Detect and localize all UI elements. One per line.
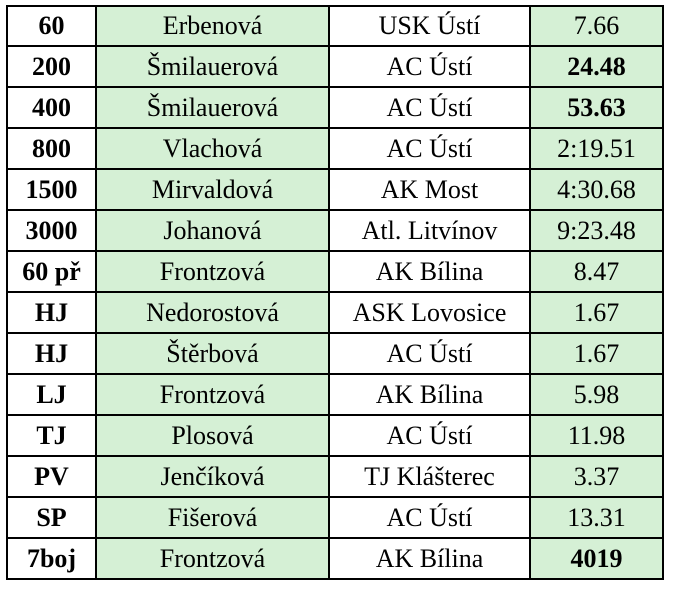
table-row: PV Jenčíková TJ Klášterec 3.37 [6,455,664,498]
event-cell: TJ [6,414,97,457]
result-cell: 1.67 [529,332,664,375]
result-cell: 11.98 [529,414,664,457]
result-cell: 4:30.68 [529,168,664,211]
athlete-cell: Erbenová [95,5,330,47]
table-row: HJ Nedorostová ASK Lovosice 1.67 [6,291,664,334]
result-cell: 8.47 [529,250,664,293]
club-cell: AC Ústí [328,496,531,539]
table-row: 800 Vlachová AC Ústí 2:19.51 [6,127,664,170]
event-cell: 60 [6,5,97,47]
athlete-cell: Fišerová [95,496,330,539]
athlete-cell: Frontzová [95,537,330,580]
event-cell: 400 [6,86,97,129]
event-cell: 200 [6,45,97,88]
result-cell: 1.67 [529,291,664,334]
athlete-cell: Frontzová [95,250,330,293]
table-row: SP Fišerová AC Ústí 13.31 [6,496,664,539]
club-cell: AC Ústí [328,414,531,457]
table-row: 7boj Frontzová AK Bílina 4019 [6,537,664,580]
event-cell: PV [6,455,97,498]
result-cell: 53.63 [529,86,664,129]
event-cell: 7boj [6,537,97,580]
table-row: 3000 Johanová Atl. Litvínov 9:23.48 [6,209,664,252]
athlete-cell: Mirvaldová [95,168,330,211]
table-row: TJ Plosová AC Ústí 11.98 [6,414,664,457]
club-cell: AK Most [328,168,531,211]
results-table: 60 Erbenová USK Ústí 7.66 200 Šmilauerová AC Ú… [6,5,664,580]
athlete-cell: Šmilauerová [95,45,330,88]
event-cell: SP [6,496,97,539]
club-cell: AC Ústí [328,45,531,88]
result-cell: 5.98 [529,373,664,416]
athlete-cell: Vlachová [95,127,330,170]
event-cell: 60 př [6,250,97,293]
athlete-cell: Plosová [95,414,330,457]
result-cell: 4019 [529,537,664,580]
result-cell: 24.48 [529,45,664,88]
club-cell: AK Bílina [328,250,531,293]
result-cell: 7.66 [529,5,664,47]
club-cell: Atl. Litvínov [328,209,531,252]
club-cell: AK Bílina [328,373,531,416]
club-cell: AC Ústí [328,332,531,375]
table-row: 200 Šmilauerová AC Ústí 24.48 [6,45,664,88]
table-row: 1500 Mirvaldová AK Most 4:30.68 [6,168,664,211]
athlete-cell: Johanová [95,209,330,252]
club-cell: USK Ústí [328,5,531,47]
club-cell: ASK Lovosice [328,291,531,334]
table-row: 60 př Frontzová AK Bílina 8.47 [6,250,664,293]
table-row: 400 Šmilauerová AC Ústí 53.63 [6,86,664,129]
results-table-body: 60 Erbenová USK Ústí 7.66 200 Šmilauerová AC Ú… [6,5,664,580]
club-cell: TJ Klášterec [328,455,531,498]
event-cell: HJ [6,291,97,334]
athlete-cell: Šmilauerová [95,86,330,129]
club-cell: AK Bílina [328,537,531,580]
event-cell: LJ [6,373,97,416]
event-cell: 3000 [6,209,97,252]
result-cell: 9:23.48 [529,209,664,252]
table-row: HJ Štěrbová AC Ústí 1.67 [6,332,664,375]
athlete-cell: Nedorostová [95,291,330,334]
table-row: LJ Frontzová AK Bílina 5.98 [6,373,664,416]
athlete-cell: Frontzová [95,373,330,416]
result-cell: 3.37 [529,455,664,498]
athlete-cell: Štěrbová [95,332,330,375]
table-row: 60 Erbenová USK Ústí 7.66 [6,5,664,47]
event-cell: 800 [6,127,97,170]
result-cell: 13.31 [529,496,664,539]
athlete-cell: Jenčíková [95,455,330,498]
result-cell: 2:19.51 [529,127,664,170]
event-cell: HJ [6,332,97,375]
club-cell: AC Ústí [328,127,531,170]
club-cell: AC Ústí [328,86,531,129]
event-cell: 1500 [6,168,97,211]
